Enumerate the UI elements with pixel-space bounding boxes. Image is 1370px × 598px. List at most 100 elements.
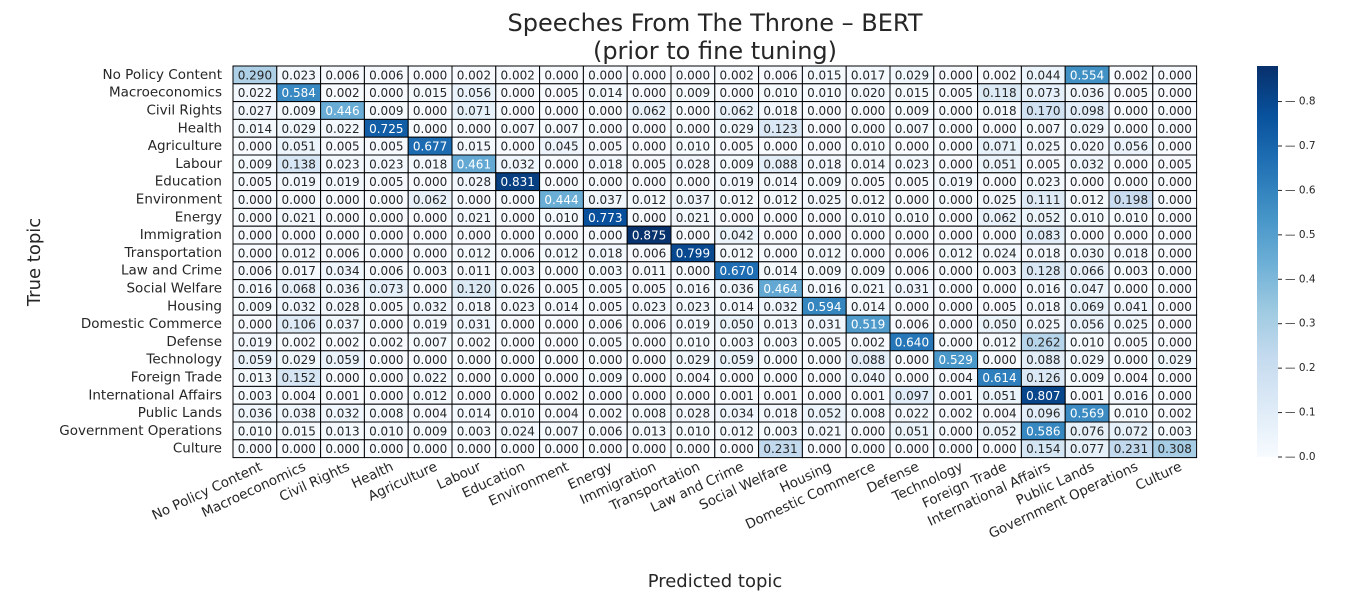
- cell-value-label: 0.111: [1026, 193, 1060, 207]
- cell-value-label: 0.077: [1070, 442, 1104, 456]
- cell-value-label: 0.000: [895, 353, 929, 367]
- cell-value-label: 0.000: [588, 122, 622, 136]
- cell-value-label: 0.016: [238, 282, 272, 296]
- cell-value-label: 0.005: [632, 157, 666, 171]
- cell-value-label: 0.000: [238, 140, 272, 154]
- cell-value-label: 0.029: [1070, 353, 1104, 367]
- cell-value-label: 0.000: [895, 300, 929, 314]
- cell-value-label: 0.000: [676, 122, 710, 136]
- colorbar-tick-label: — 0.5: [1285, 229, 1316, 241]
- cell-value-label: 0.005: [369, 140, 403, 154]
- cell-value-label: 0.022: [238, 86, 272, 100]
- cell-value-label: 0.002: [720, 68, 754, 82]
- x-tick-label: Culture: [1133, 459, 1184, 494]
- cell-value-label: 0.000: [282, 229, 316, 243]
- y-axis-title: True topic: [24, 218, 45, 307]
- cell-value-label: 0.005: [588, 140, 622, 154]
- cell-value-label: 0.003: [763, 424, 797, 438]
- cell-value-label: 0.000: [632, 353, 666, 367]
- cell-value-label: 0.000: [413, 282, 447, 296]
- cell-value-label: 0.010: [807, 86, 841, 100]
- cell-value-label: 0.047: [1070, 282, 1104, 296]
- cell-value-label: 0.000: [544, 157, 578, 171]
- cell-value-label: 0.029: [1158, 353, 1192, 367]
- cell-value-label: 0.118: [982, 86, 1016, 100]
- cell-value-label: 0.000: [413, 104, 447, 118]
- cell-value-label: 0.007: [501, 122, 535, 136]
- cell-value-label: 0.000: [632, 442, 666, 456]
- cell-value-label: 0.012: [413, 389, 447, 403]
- cell-value-label: 0.000: [982, 122, 1016, 136]
- cell-value-label: 0.032: [1070, 157, 1104, 171]
- cell-value-label: 0.000: [807, 442, 841, 456]
- cell-value-label: 0.015: [413, 86, 447, 100]
- cell-value-label: 0.000: [632, 371, 666, 385]
- cell-value-label: 0.066: [1070, 264, 1104, 278]
- cell-value-label: 0.000: [807, 140, 841, 154]
- cell-value-label: 0.059: [238, 353, 272, 367]
- cell-value-label: 0.000: [676, 442, 710, 456]
- cell-value-label: 0.000: [1158, 140, 1192, 154]
- cell-value-label: 0.037: [588, 193, 622, 207]
- cell-value-label: 0.000: [763, 211, 797, 225]
- cell-value-label: 0.083: [1026, 229, 1060, 243]
- cell-value-label: 0.010: [1070, 211, 1104, 225]
- y-tick-label: Labour: [175, 156, 222, 172]
- cell-value-label: 0.005: [632, 282, 666, 296]
- cell-value-label: 0.018: [1026, 246, 1060, 260]
- cell-value-label: 0.126: [1026, 371, 1060, 385]
- cell-value-label: 0.005: [544, 282, 578, 296]
- cell-value-label: 0.128: [1026, 264, 1060, 278]
- cell-value-label: 0.010: [895, 211, 929, 225]
- cell-value-label: 0.034: [720, 407, 754, 421]
- cell-value-label: 0.026: [501, 282, 535, 296]
- cell-value-label: 0.569: [1070, 407, 1104, 421]
- cell-value-label: 0.000: [1158, 68, 1192, 82]
- cell-value-label: 0.009: [1070, 371, 1104, 385]
- cell-value-label: 0.000: [1114, 175, 1148, 189]
- cell-value-label: 0.000: [282, 193, 316, 207]
- cell-value-label: 0.198: [1114, 193, 1148, 207]
- y-axis-tick-labels: No Policy Content Macroeconomics Civil Rig…: [59, 67, 222, 457]
- cell-value-label: 0.000: [588, 104, 622, 118]
- cell-value-label: 0.073: [369, 282, 403, 296]
- cell-value-label: 0.000: [939, 318, 973, 332]
- cell-value-label: 0.006: [895, 246, 929, 260]
- cell-value-label: 0.010: [501, 407, 535, 421]
- cell-value-label: 0.018: [982, 104, 1016, 118]
- cell-value-label: 0.006: [632, 246, 666, 260]
- cell-value-label: 0.036: [720, 282, 754, 296]
- cell-value-label: 0.006: [369, 68, 403, 82]
- y-tick-label: Government Operations: [59, 423, 222, 439]
- cell-value-label: 0.677: [413, 140, 447, 154]
- cell-value-label: 0.029: [895, 68, 929, 82]
- cell-value-label: 0.096: [1026, 407, 1060, 421]
- cell-value-label: 0.009: [807, 175, 841, 189]
- cell-value-label: 0.000: [1114, 229, 1148, 243]
- cell-value-label: 0.000: [763, 140, 797, 154]
- cell-value-label: 0.000: [807, 229, 841, 243]
- chart-title: Speeches From The Throne – BERT: [507, 9, 922, 37]
- cell-value-label: 0.023: [369, 157, 403, 171]
- cell-value-label: 0.005: [1026, 157, 1060, 171]
- cell-value-label: 0.012: [763, 193, 797, 207]
- cell-value-label: 0.002: [325, 86, 359, 100]
- cell-value-label: 0.000: [982, 175, 1016, 189]
- cell-value-label: 0.029: [676, 353, 710, 367]
- y-tick-label: Transportation: [124, 245, 222, 261]
- cell-value-label: 0.614: [982, 371, 1016, 385]
- cell-value-label: 0.000: [325, 371, 359, 385]
- cell-value-label: 0.006: [632, 318, 666, 332]
- cell-value-label: 0.001: [325, 389, 359, 403]
- cell-value-label: 0.003: [1114, 264, 1148, 278]
- y-tick-label: Housing: [167, 298, 222, 314]
- cell-value-label: 0.027: [238, 104, 272, 118]
- cell-value-label: 0.088: [1026, 353, 1060, 367]
- cell-value-label: 0.308: [1158, 442, 1192, 456]
- cell-value-label: 0.016: [1114, 389, 1148, 403]
- y-tick-label: Law and Crime: [121, 263, 222, 279]
- cell-value-label: 0.000: [939, 122, 973, 136]
- cell-value-label: 0.014: [588, 86, 622, 100]
- cell-value-label: 0.012: [851, 193, 885, 207]
